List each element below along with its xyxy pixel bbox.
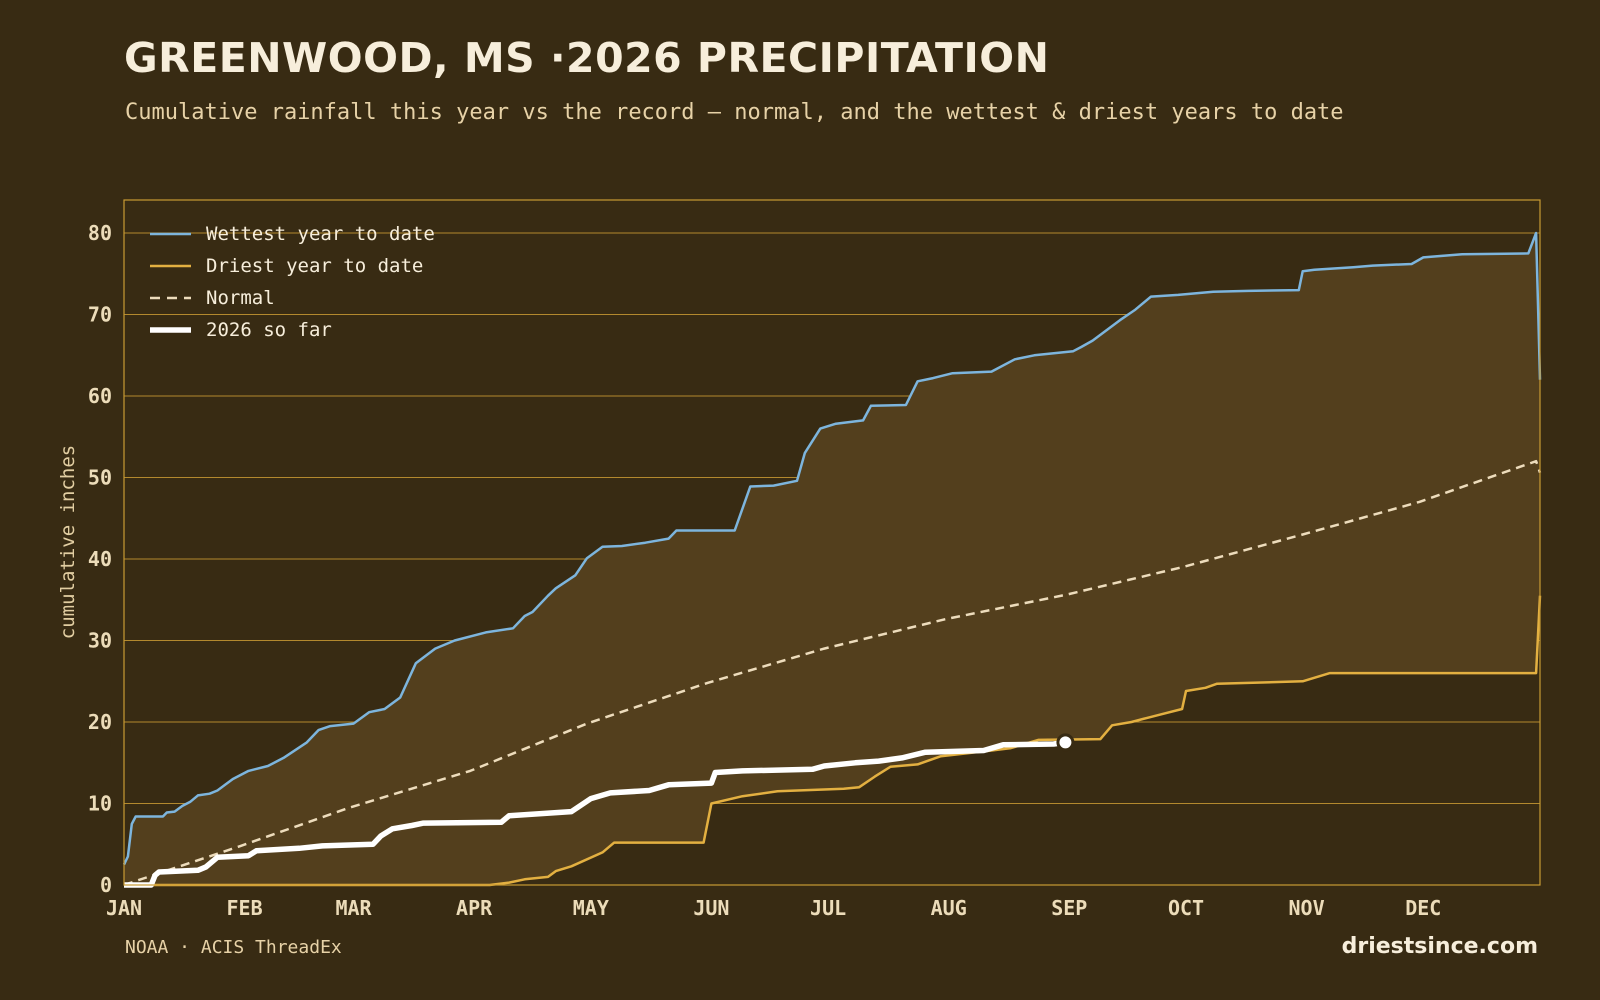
series-line-normal [123,459,1542,887]
y-axis-label: cumulative inches [57,445,79,639]
series-line-current [124,739,1066,888]
x-tick-label: DEC [1405,896,1441,920]
x-tick-label: JUL [810,896,846,920]
chart-subtitle: Cumulative rainfall this year vs the rec… [125,100,1344,125]
y-tick-label: 30 [88,629,112,653]
legend-label-current: 2026 so far [206,319,332,341]
current-point-marker [1056,733,1075,752]
x-axis-ticks: JAN FEB MAR APR MAY JUN JUL AUG SEP OCT NOV DEC [106,896,1441,920]
y-tick-label: 70 [88,303,112,327]
x-tick-label: FEB [227,896,263,920]
y-tick-label: 50 [88,466,112,490]
chart-title: GREENWOOD, MS ·2026 PRECIPITATION [124,34,1050,82]
y-tick-label: 60 [88,384,112,408]
x-tick-label: JAN [106,896,142,920]
x-tick-label: AUG [931,896,967,920]
legend-label-normal: Normal [206,287,275,309]
x-tick-label: JUN [693,896,729,920]
series-line-driest [124,595,1542,887]
y-tick-label: 10 [88,792,112,816]
range-band [124,233,1540,885]
x-tick-label: OCT [1168,896,1204,920]
legend-label-driest: Driest year to date [206,255,423,277]
y-tick-label: 0 [100,873,112,897]
legend-label-wettest: Wettest year to date [206,223,435,245]
x-tick-label: APR [456,896,493,920]
y-axis-ticks: 0 10 20 30 40 50 60 70 80 [88,221,112,897]
brand-link[interactable]: driestsince.com [1341,934,1538,959]
wettest-driest-band [124,233,1540,885]
plot-frame [123,199,1541,886]
x-tick-label: SEP [1051,896,1087,920]
y-tick-label: 40 [88,547,112,571]
x-tick-label: MAR [335,896,372,920]
plot-border [123,199,1541,886]
legend: Wettest year to date Driest year to date N… [150,223,435,341]
y-tick-label: 80 [88,221,112,245]
y-tick-label: 20 [88,710,112,734]
source-credit: NOAA · ACIS ThreadEx [125,937,342,958]
x-tick-label: MAY [573,896,609,920]
x-tick-label: NOV [1289,896,1325,920]
series-line-wettest [122,231,1542,866]
series-lines [122,231,1542,888]
